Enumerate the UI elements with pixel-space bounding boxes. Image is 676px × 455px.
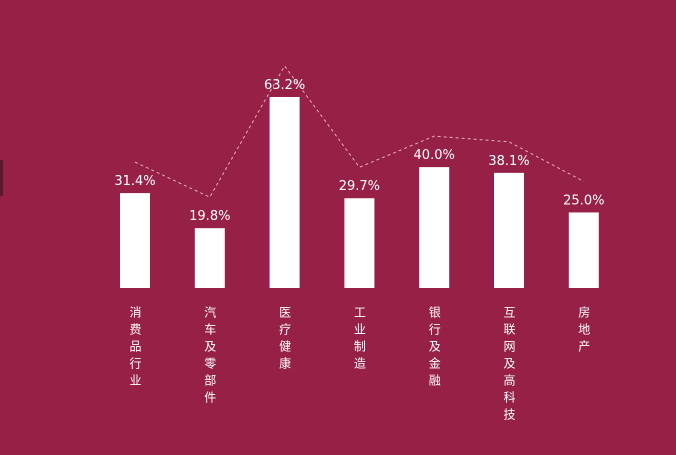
category-label: 工业制造: [352, 306, 366, 374]
category-label: 汽车及零部件: [203, 305, 217, 408]
bar: [494, 172, 524, 288]
value-label: 25.0%: [563, 193, 604, 208]
value-label: 38.1%: [488, 154, 529, 169]
bar: [120, 193, 150, 288]
value-label: 19.8%: [189, 209, 230, 224]
category-label: 银行及金融: [427, 306, 441, 391]
bar: [344, 198, 375, 288]
edge-marker: [0, 160, 3, 196]
category-label: 互联网及高科技: [502, 306, 516, 425]
category-label: 医疗健康: [278, 306, 292, 374]
bar: [568, 212, 599, 288]
value-label: 40.0%: [414, 148, 455, 163]
category-label: 房地产: [577, 305, 591, 357]
value-label: 63.2%: [264, 78, 305, 93]
value-label: 29.7%: [339, 179, 380, 194]
category-label: 消费品行业: [128, 306, 142, 391]
bar: [269, 97, 300, 288]
bar: [419, 167, 450, 288]
bar: [194, 228, 225, 288]
value-label: 31.4%: [114, 174, 155, 189]
